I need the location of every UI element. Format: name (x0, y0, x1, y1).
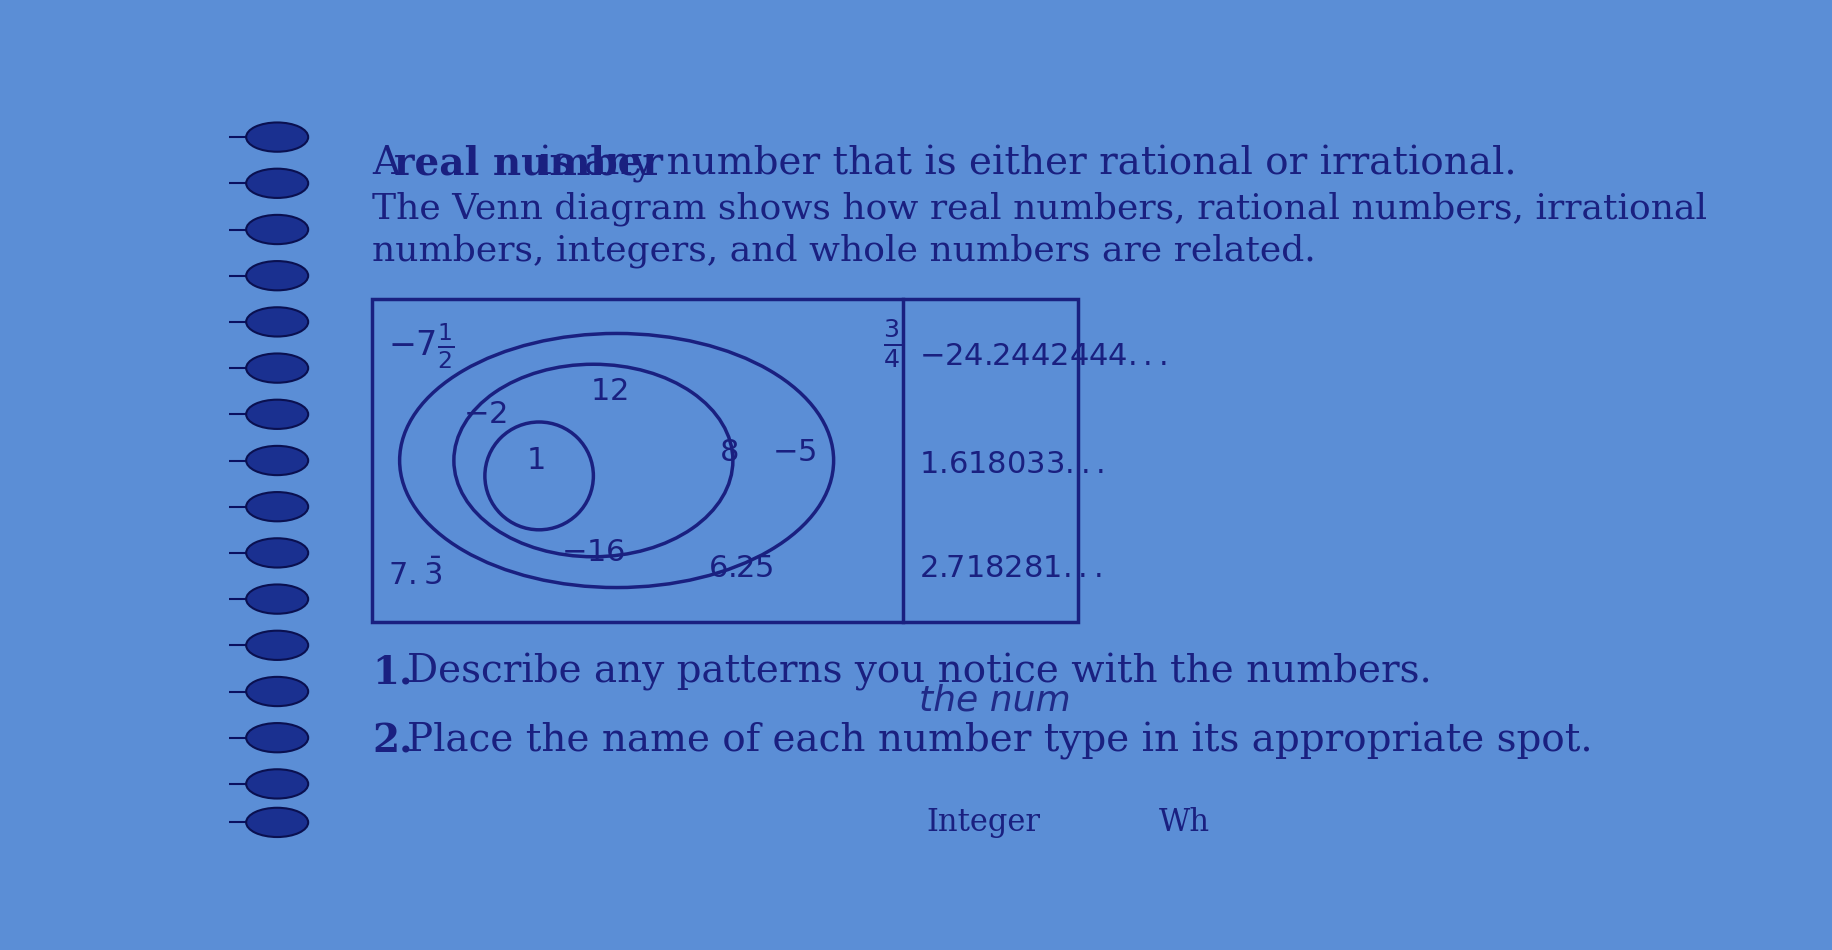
Text: $-2$: $-2$ (463, 399, 507, 429)
Ellipse shape (245, 169, 308, 198)
Text: $2.718281...$: $2.718281...$ (918, 553, 1101, 584)
Ellipse shape (245, 261, 308, 291)
Text: $8$: $8$ (718, 437, 738, 468)
Text: $-16$: $-16$ (561, 538, 625, 568)
Text: Describe any patterns you notice with the numbers.: Describe any patterns you notice with th… (407, 653, 1431, 691)
Ellipse shape (245, 676, 308, 706)
Text: The Venn diagram shows how real numbers, rational numbers, irrational: The Venn diagram shows how real numbers,… (372, 191, 1707, 225)
Text: $1$: $1$ (526, 445, 544, 476)
Ellipse shape (245, 631, 308, 660)
Ellipse shape (245, 723, 308, 752)
Text: the num: the num (918, 684, 1070, 718)
Ellipse shape (245, 353, 308, 383)
Text: $1.618033...$: $1.618033...$ (918, 449, 1103, 480)
Text: 2.: 2. (372, 722, 412, 760)
Bar (372, 299, 1077, 622)
Text: Place the name of each number type in its appropriate spot.: Place the name of each number type in it… (407, 722, 1592, 760)
Text: is any number that is either rational or irrational.: is any number that is either rational or… (528, 144, 1517, 182)
Ellipse shape (245, 539, 308, 567)
Text: $7.\bar{3}$: $7.\bar{3}$ (388, 560, 442, 592)
Ellipse shape (245, 492, 308, 522)
Ellipse shape (245, 584, 308, 614)
Text: real number: real number (394, 144, 663, 182)
Ellipse shape (245, 400, 308, 429)
Text: $12$: $12$ (590, 375, 627, 407)
Ellipse shape (245, 215, 308, 244)
Ellipse shape (245, 446, 308, 475)
Text: Integer: Integer (927, 807, 1041, 838)
Ellipse shape (245, 770, 308, 799)
Text: 1.: 1. (372, 653, 412, 691)
Text: $-7\frac{1}{2}$: $-7\frac{1}{2}$ (388, 322, 454, 371)
Text: numbers, integers, and whole numbers are related.: numbers, integers, and whole numbers are… (372, 234, 1315, 268)
Text: $-24.2442444...$: $-24.2442444...$ (918, 341, 1167, 372)
Text: Wh: Wh (1158, 807, 1209, 838)
Text: $6.25$: $6.25$ (707, 553, 773, 584)
Text: $-5$: $-5$ (771, 437, 815, 468)
Ellipse shape (245, 808, 308, 837)
Ellipse shape (245, 123, 308, 152)
Text: A: A (372, 144, 412, 181)
Ellipse shape (245, 307, 308, 336)
Text: $\frac{3}{4}$: $\frac{3}{4}$ (883, 318, 900, 370)
